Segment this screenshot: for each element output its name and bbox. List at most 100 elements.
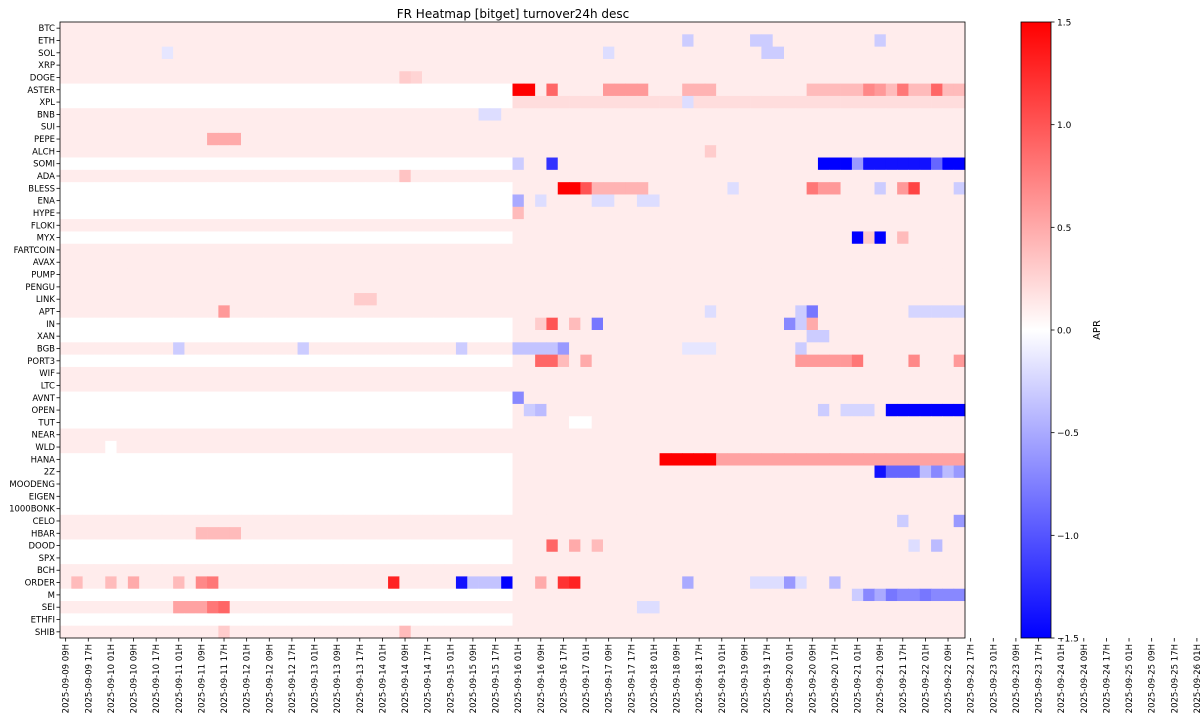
heatmap-cell [297,132,310,146]
heatmap-cell [455,453,468,466]
heatmap-cell [512,280,525,294]
heatmap-cell [410,231,423,245]
heatmap-cell [591,477,604,491]
heatmap-cell [410,403,423,417]
heatmap-cell [399,219,412,232]
heatmap-cell [308,243,321,257]
heatmap-cell [422,379,434,392]
heatmap-cell [908,342,921,356]
heatmap-cell [501,588,513,602]
heatmap-cell [105,83,117,97]
heatmap-cell [184,564,197,577]
heatmap-cell [331,34,344,48]
heatmap-cell [523,219,536,232]
heatmap-cell [636,95,649,109]
heatmap-cell [365,34,378,48]
heatmap-cell [116,354,129,368]
heatmap-cell [897,366,909,380]
heatmap-cell [105,366,117,380]
heatmap-cell [263,490,276,503]
colorbar-tick-label: −0.5 [1057,429,1079,439]
y-tick-label: XPL [39,98,55,108]
heatmap-cell [919,330,932,343]
heatmap-cell [489,46,502,60]
heatmap-cell [772,256,785,269]
heatmap-cell [636,268,649,282]
heatmap-cell [885,514,898,528]
heatmap-cell [218,58,231,72]
heatmap-cell [885,83,898,97]
x-tick-label: 2025-09-14 17H [424,644,434,713]
heatmap-cell [806,34,819,48]
heatmap-cell [218,477,231,491]
heatmap-cell [625,391,638,405]
heatmap-cell [591,403,604,417]
heatmap-cell [727,465,740,479]
heatmap-cell [919,564,932,577]
heatmap-cell [682,231,694,245]
heatmap-cell [806,46,819,60]
heatmap-cell [546,428,559,442]
heatmap-cell [569,256,581,269]
heatmap-cell [885,231,898,245]
heatmap-cell [422,366,434,380]
heatmap-cell [953,576,966,590]
heatmap-cell [173,391,185,405]
heatmap-cell [535,342,547,356]
heatmap-cell [535,58,547,72]
heatmap-cell [919,132,932,146]
heatmap-cell [320,206,332,220]
heatmap-cell [546,625,559,639]
heatmap-cell [659,342,672,356]
heatmap-cell [885,157,898,171]
heatmap-cell [512,330,525,343]
heatmap-cell [795,514,808,528]
heatmap-cell [207,477,219,491]
heatmap-cell [297,330,310,343]
heatmap-cell [851,527,864,540]
heatmap-cell [376,108,389,121]
heatmap-cell [908,58,921,72]
heatmap-cell [207,182,219,195]
heatmap-cell [784,453,796,466]
heatmap-cell [659,416,672,429]
heatmap-cell [444,465,457,479]
heatmap-cell [354,280,366,294]
heatmap-cell [274,58,287,72]
heatmap-cell [817,243,830,257]
heatmap-cell [738,453,751,466]
heatmap-cell [161,280,174,294]
heatmap-cell [931,613,943,627]
heatmap-cell [851,428,864,442]
heatmap-cell [704,354,717,368]
heatmap-cell [806,440,819,454]
heatmap-cell [71,440,84,454]
heatmap-cell [682,293,694,306]
heatmap-cell [467,145,479,158]
heatmap-cell [897,145,909,158]
heatmap-cell [784,330,796,343]
heatmap-cell [603,206,615,220]
y-tick-label: NEAR [32,431,56,441]
heatmap-cell [105,440,117,454]
heatmap-cell [885,551,898,565]
heatmap-cell [603,440,615,454]
heatmap-cell [116,502,129,516]
heatmap-cell [738,256,751,269]
heatmap-cell [772,379,785,392]
heatmap-cell [241,379,253,392]
heatmap-cell [897,440,909,454]
heatmap-cell [274,490,287,503]
heatmap-cell [286,391,298,405]
heatmap-cell [603,46,615,60]
heatmap-cell [772,280,785,294]
heatmap-cell [693,539,706,553]
heatmap-cell [455,83,468,97]
heatmap-cell [874,428,887,442]
heatmap-cell [195,416,208,429]
heatmap-cell [320,169,332,183]
heatmap-cell [342,108,355,121]
heatmap-cell [342,477,355,491]
heatmap-cell [795,95,808,109]
heatmap-cell [851,416,864,429]
